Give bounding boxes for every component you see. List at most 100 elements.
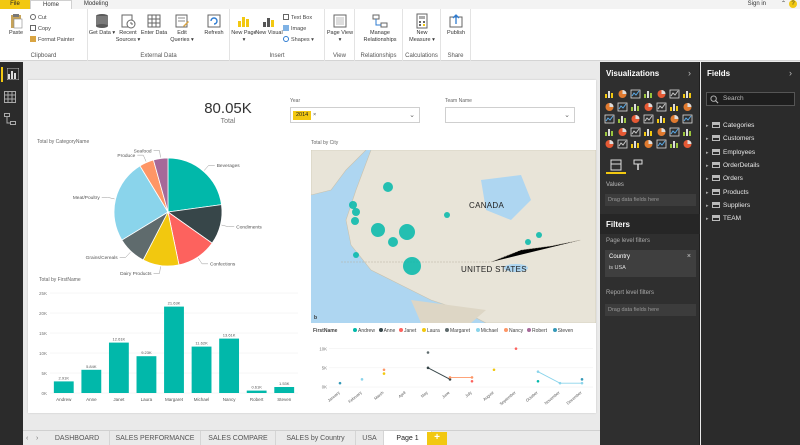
page-tab[interactable]: SALES PERFORMANCE: [110, 431, 201, 445]
visual-type-icon[interactable]: [682, 102, 693, 112]
visual-type-icon[interactable]: [643, 127, 654, 137]
expand-icon[interactable]: ▸: [706, 202, 709, 209]
line-legend-item[interactable]: Nancy: [504, 328, 523, 334]
visual-type-icon[interactable]: [656, 139, 667, 149]
publish-button[interactable]: Publish: [442, 13, 470, 37]
visual-type-icon[interactable]: [669, 114, 680, 124]
page-view-button[interactable]: Page View ▾: [326, 13, 354, 43]
bar[interactable]: [219, 338, 240, 393]
field-table-item[interactable]: ▸ Categories: [706, 120, 796, 131]
fields-search-input[interactable]: Search: [706, 92, 795, 106]
line-legend-item[interactable]: Anne: [378, 328, 395, 334]
visual-type-icon[interactable]: [630, 127, 641, 137]
field-table-item[interactable]: ▸ Products: [706, 187, 796, 198]
visual-type-icon[interactable]: [682, 89, 693, 99]
year-chip[interactable]: 2014: [293, 111, 312, 120]
tab-home[interactable]: Home: [30, 0, 72, 9]
cut-button[interactable]: Cut: [30, 14, 47, 22]
map-bubble[interactable]: [403, 257, 422, 276]
line-point[interactable]: [360, 378, 364, 381]
visual-type-icon[interactable]: [682, 127, 693, 137]
values-drop-zone[interactable]: Drag data fields here: [605, 194, 696, 206]
visual-type-icon[interactable]: [643, 102, 654, 112]
pie-slice[interactable]: [152, 157, 169, 213]
line-point[interactable]: [580, 381, 584, 385]
map-visual[interactable]: CANADA UNITED STATES b: [311, 150, 596, 323]
visual-type-icon[interactable]: [656, 89, 667, 99]
chevron-down-icon[interactable]: ⌄: [409, 112, 415, 119]
line-legend-item[interactable]: Robert: [527, 328, 547, 334]
line-point[interactable]: [536, 379, 540, 383]
new-measure-button[interactable]: New Measure ▾: [408, 13, 436, 43]
edit-queries-button[interactable]: Edit Queries ▾: [168, 13, 196, 43]
bar[interactable]: [53, 381, 74, 393]
field-table-item[interactable]: ▸ OrderDetails: [706, 160, 796, 171]
copy-button[interactable]: Copy: [30, 25, 51, 33]
page-tab[interactable]: USA: [356, 431, 384, 445]
visual-type-icon[interactable]: [669, 127, 680, 137]
visual-type-icon[interactable]: [630, 102, 641, 112]
line-legend-item[interactable]: Michael: [475, 328, 498, 334]
visual-type-icon[interactable]: [656, 102, 667, 112]
map-bubble[interactable]: [382, 181, 393, 192]
visual-type-icon[interactable]: [604, 114, 615, 124]
expand-icon[interactable]: ▸: [706, 149, 709, 156]
line-chart[interactable]: 0K 5K 10K January February March April May June J…: [311, 335, 596, 413]
map-bubble[interactable]: [399, 224, 416, 241]
team-slicer[interactable]: ⌄: [445, 107, 575, 123]
visual-type-icon[interactable]: [617, 114, 628, 124]
image-button[interactable]: Image: [283, 25, 306, 33]
tab-modeling[interactable]: Modeling: [83, 1, 109, 7]
manage-relationships-button[interactable]: Manage Relationships: [359, 13, 401, 43]
map-bubble[interactable]: [536, 232, 542, 239]
remove-year-icon[interactable]: ×: [313, 112, 317, 118]
map-bubble[interactable]: [352, 251, 359, 258]
bar[interactable]: [136, 356, 157, 393]
line-point[interactable]: [448, 378, 452, 381]
visual-type-icon[interactable]: [630, 114, 641, 124]
new-page-button[interactable]: New Page ▾: [230, 13, 258, 43]
expand-icon[interactable]: ▸: [706, 176, 709, 183]
field-table-item[interactable]: ▸ Customers: [706, 133, 796, 144]
previous-page-icon[interactable]: ‹: [26, 435, 29, 442]
bar[interactable]: [191, 346, 212, 393]
visual-type-icon[interactable]: [643, 89, 654, 99]
next-page-icon[interactable]: ›: [36, 435, 39, 442]
field-table-item[interactable]: ▸ TEAM: [706, 213, 796, 224]
visual-type-icon[interactable]: [604, 139, 615, 149]
bar[interactable]: [246, 390, 267, 393]
shapes-button[interactable]: Shapes ▾: [283, 36, 314, 44]
line-point[interactable]: [426, 351, 430, 354]
bar[interactable]: [274, 387, 295, 393]
map-bubble[interactable]: [349, 200, 358, 209]
visual-type-icon[interactable]: [643, 114, 654, 124]
line-legend-item[interactable]: Laura: [422, 328, 440, 334]
enter-data-button[interactable]: Enter Data: [140, 13, 168, 37]
country-filter-card[interactable]: Country × is USA: [605, 250, 696, 277]
new-visual-button[interactable]: New Visual: [255, 13, 283, 37]
recent-sources-button[interactable]: Recent Sources ▾: [114, 13, 142, 43]
refresh-button[interactable]: Refresh: [200, 13, 228, 37]
bar[interactable]: [108, 342, 129, 393]
paste-button[interactable]: Paste: [2, 13, 30, 37]
expand-icon[interactable]: ▸: [706, 216, 709, 223]
map-bubble[interactable]: [388, 237, 399, 248]
collapse-fields-icon[interactable]: ›: [789, 68, 792, 78]
line-point[interactable]: [382, 372, 386, 375]
page-tab[interactable]: SALES by Country: [276, 431, 356, 445]
chevron-down-icon[interactable]: ⌄: [564, 112, 570, 119]
page-tab[interactable]: SALES COMPARE: [201, 431, 276, 445]
format-painter-button[interactable]: Format Painter: [30, 36, 74, 44]
line-point[interactable]: [580, 378, 584, 381]
remove-filter-icon[interactable]: ×: [686, 253, 691, 260]
collapse-visualizations-icon[interactable]: ›: [688, 68, 691, 78]
get-data-button[interactable]: Get Data ▾: [88, 13, 116, 37]
data-view-button[interactable]: [4, 90, 19, 105]
visual-type-icon[interactable]: [682, 139, 693, 149]
map-bubble[interactable]: [525, 239, 532, 246]
line-point[interactable]: [382, 368, 386, 372]
map-bubble[interactable]: [444, 212, 451, 219]
visual-type-icon[interactable]: [669, 102, 680, 112]
visual-type-icon[interactable]: [604, 127, 615, 137]
line-legend-item[interactable]: Janet: [399, 328, 416, 334]
